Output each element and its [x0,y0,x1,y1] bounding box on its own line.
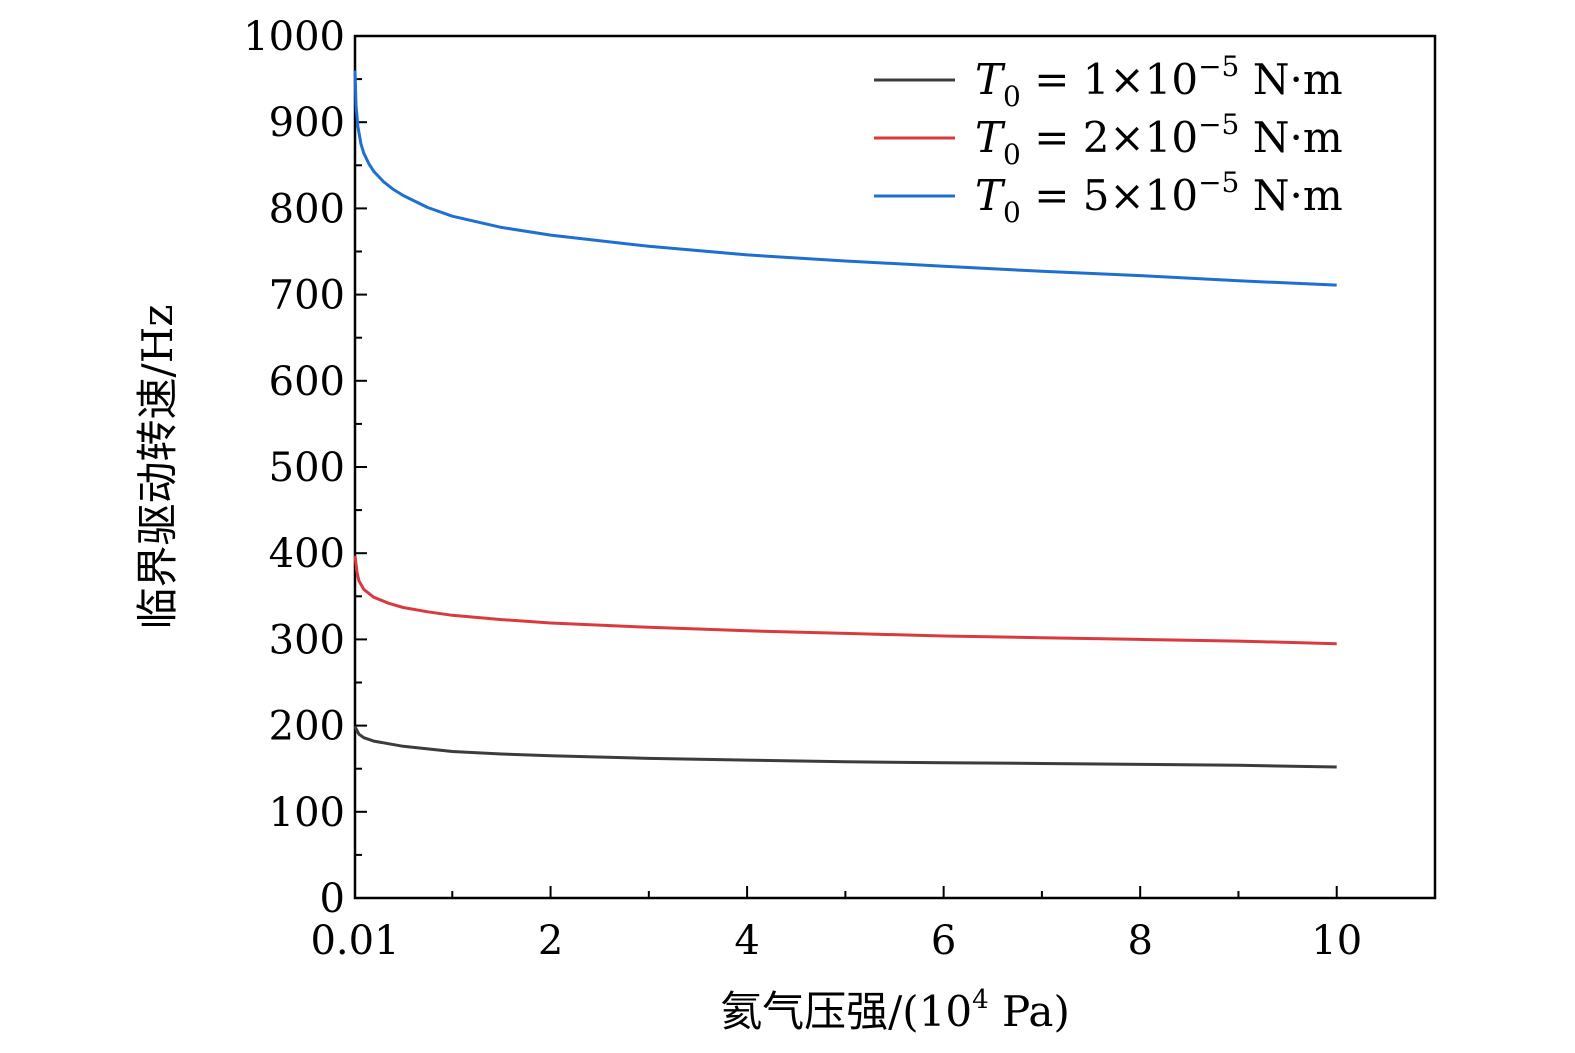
y-tick-label: 1000 [243,14,345,60]
y-tick-label: 700 [269,273,345,319]
x-axis-label: 氦气压强/(104 Pa) [720,985,1070,1036]
y-tick-label: 400 [269,531,345,577]
y-tick-label: 500 [269,445,345,491]
legend-label-2: T0 = 2×10−5 N·m [975,108,1343,171]
x-tick-label: 0.01 [310,918,399,964]
legend-label-3: T0 = 5×10−5 N·m [975,166,1343,229]
y-tick-label: 600 [269,359,345,405]
y-tick-label: 0 [320,876,345,922]
y-axis-label: 临界驱动转速/Hz [133,305,182,630]
y-tick-label: 100 [269,790,345,836]
y-tick-label: 900 [269,100,345,146]
series-line-2 [353,555,1337,646]
series-line-3 [353,70,1337,287]
x-tick-label: 2 [538,918,563,964]
legend: T0 = 1×10−5 N·mT0 = 2×10−5 N·mT0 = 5×10−… [874,50,1343,229]
x-tick-label: 8 [1127,918,1152,964]
axis-ticks: 0.01 2 4 6 8 10010020030040050060070080090010… [243,14,1362,964]
x-tick-label: 10 [1311,918,1362,964]
y-tick-label: 300 [269,617,345,663]
plot-frame [353,34,1437,900]
y-tick-label: 200 [269,704,345,750]
y-tick-label: 800 [269,186,345,232]
legend-label-1: T0 = 1×10−5 N·m [975,50,1343,113]
series-line-1 [353,725,1337,769]
x-tick-label: 6 [931,918,956,964]
x-tick-label: 4 [734,918,759,964]
series-lines [353,70,1337,769]
